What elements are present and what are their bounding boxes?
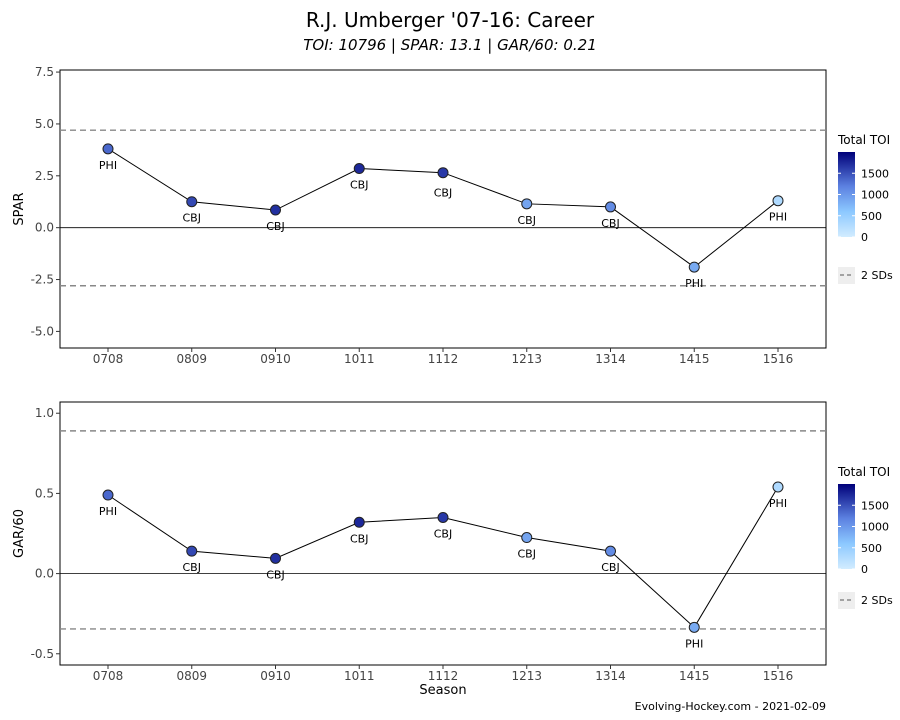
data-point-label: CBJ [601, 561, 619, 574]
x-tick-label: 1011 [344, 352, 375, 366]
data-point [102, 489, 114, 501]
x-tick-label: 1415 [679, 669, 710, 683]
data-point [353, 163, 365, 175]
data-point [772, 195, 784, 207]
y-axis-title: SPAR [12, 192, 27, 225]
data-point [688, 261, 700, 273]
series-line [107, 486, 779, 629]
data-point-label: PHI [685, 277, 703, 290]
x-tick-label: 1011 [344, 669, 375, 683]
legend-tick-label: 1500 [861, 167, 889, 180]
data-point [688, 621, 700, 633]
data-point [437, 511, 449, 523]
data-point [521, 198, 533, 210]
x-tick-label: 0910 [260, 352, 291, 366]
chart-subtitle: TOI: 10796 | SPAR: 13.1 | GAR/60: 0.21 [303, 36, 597, 54]
y-axis-title: GAR/60 [12, 509, 27, 558]
data-point-label: CBJ [601, 217, 619, 230]
data-point-label: PHI [769, 497, 787, 510]
y-tick-label: 2.5 [35, 169, 54, 183]
y-tick-label: 0.0 [35, 567, 54, 581]
legend-title: Total TOI [837, 465, 890, 479]
x-tick-label: 1213 [511, 669, 542, 683]
legend-sd-label: 2 SDs [861, 269, 893, 282]
x-tick-label: 1314 [595, 352, 626, 366]
y-tick-label: 1.0 [35, 406, 54, 420]
legend-sd-label: 2 SDs [861, 594, 893, 607]
data-point [102, 143, 114, 155]
chart-title: R.J. Umberger '07-16: Career [305, 8, 595, 32]
legend-tick-label: 1000 [861, 521, 889, 534]
x-tick-label: 1213 [511, 352, 542, 366]
data-point-label: CBJ [518, 548, 536, 561]
y-tick-label: 0.0 [35, 221, 54, 235]
data-point-label: PHI [769, 211, 787, 224]
legend-title: Total TOI [837, 133, 890, 147]
x-tick-label: 0708 [93, 352, 124, 366]
legend-colorbar [838, 484, 855, 569]
data-point-label: PHI [685, 637, 703, 650]
y-tick-label: -2.5 [31, 273, 54, 287]
legend-sd-key [838, 267, 855, 284]
x-tick-label: 1314 [595, 669, 626, 683]
data-point [270, 204, 281, 216]
data-point-label: CBJ [434, 187, 452, 200]
y-tick-label: 5.0 [35, 117, 54, 131]
data-point-label: CBJ [183, 561, 201, 574]
x-axis-title: Season [419, 683, 466, 698]
data-point-label: PHI [99, 159, 117, 172]
x-tick-label: 1112 [428, 669, 459, 683]
x-tick-label: 1516 [763, 352, 794, 366]
data-point [186, 196, 198, 208]
legend-tick-label: 0 [861, 231, 868, 244]
legend-tick-label: 0 [861, 563, 868, 576]
x-tick-label: 0809 [176, 352, 207, 366]
data-point-label: CBJ [434, 527, 452, 540]
data-point-label: CBJ [183, 212, 201, 225]
data-point [270, 552, 281, 564]
legend-colorbar [838, 152, 855, 237]
data-point [186, 545, 198, 557]
data-point [605, 545, 616, 557]
data-point-label: CBJ [518, 214, 536, 227]
x-tick-label: 0809 [176, 669, 207, 683]
data-point-label: PHI [99, 505, 117, 518]
credit-text: Evolving-Hockey.com - 2021-02-09 [634, 700, 826, 713]
y-tick-label: -0.5 [31, 647, 54, 661]
legend-tick-label: 1500 [861, 499, 889, 512]
data-point [605, 201, 616, 213]
data-point [772, 481, 784, 493]
legend-tick-label: 500 [861, 542, 882, 555]
data-point-label: CBJ [350, 532, 368, 545]
x-tick-label: 1516 [763, 669, 794, 683]
x-tick-label: 0910 [260, 669, 291, 683]
panel-border [59, 69, 827, 349]
legend-tick-label: 500 [861, 210, 882, 223]
legend-sd-key [838, 592, 855, 609]
data-point-label: CBJ [266, 568, 284, 581]
legend-tick-label: 1000 [861, 189, 889, 202]
y-tick-label: 0.5 [35, 486, 54, 500]
x-tick-label: 1112 [428, 352, 459, 366]
x-tick-label: 0708 [93, 669, 124, 683]
data-point [437, 167, 449, 179]
data-point-label: CBJ [350, 179, 368, 192]
data-point-label: CBJ [266, 220, 284, 233]
y-tick-label: -5.0 [31, 324, 54, 338]
data-point [521, 532, 533, 544]
y-tick-label: 7.5 [35, 65, 54, 79]
series-line [107, 148, 779, 268]
data-point [353, 516, 365, 528]
x-tick-label: 1415 [679, 352, 710, 366]
